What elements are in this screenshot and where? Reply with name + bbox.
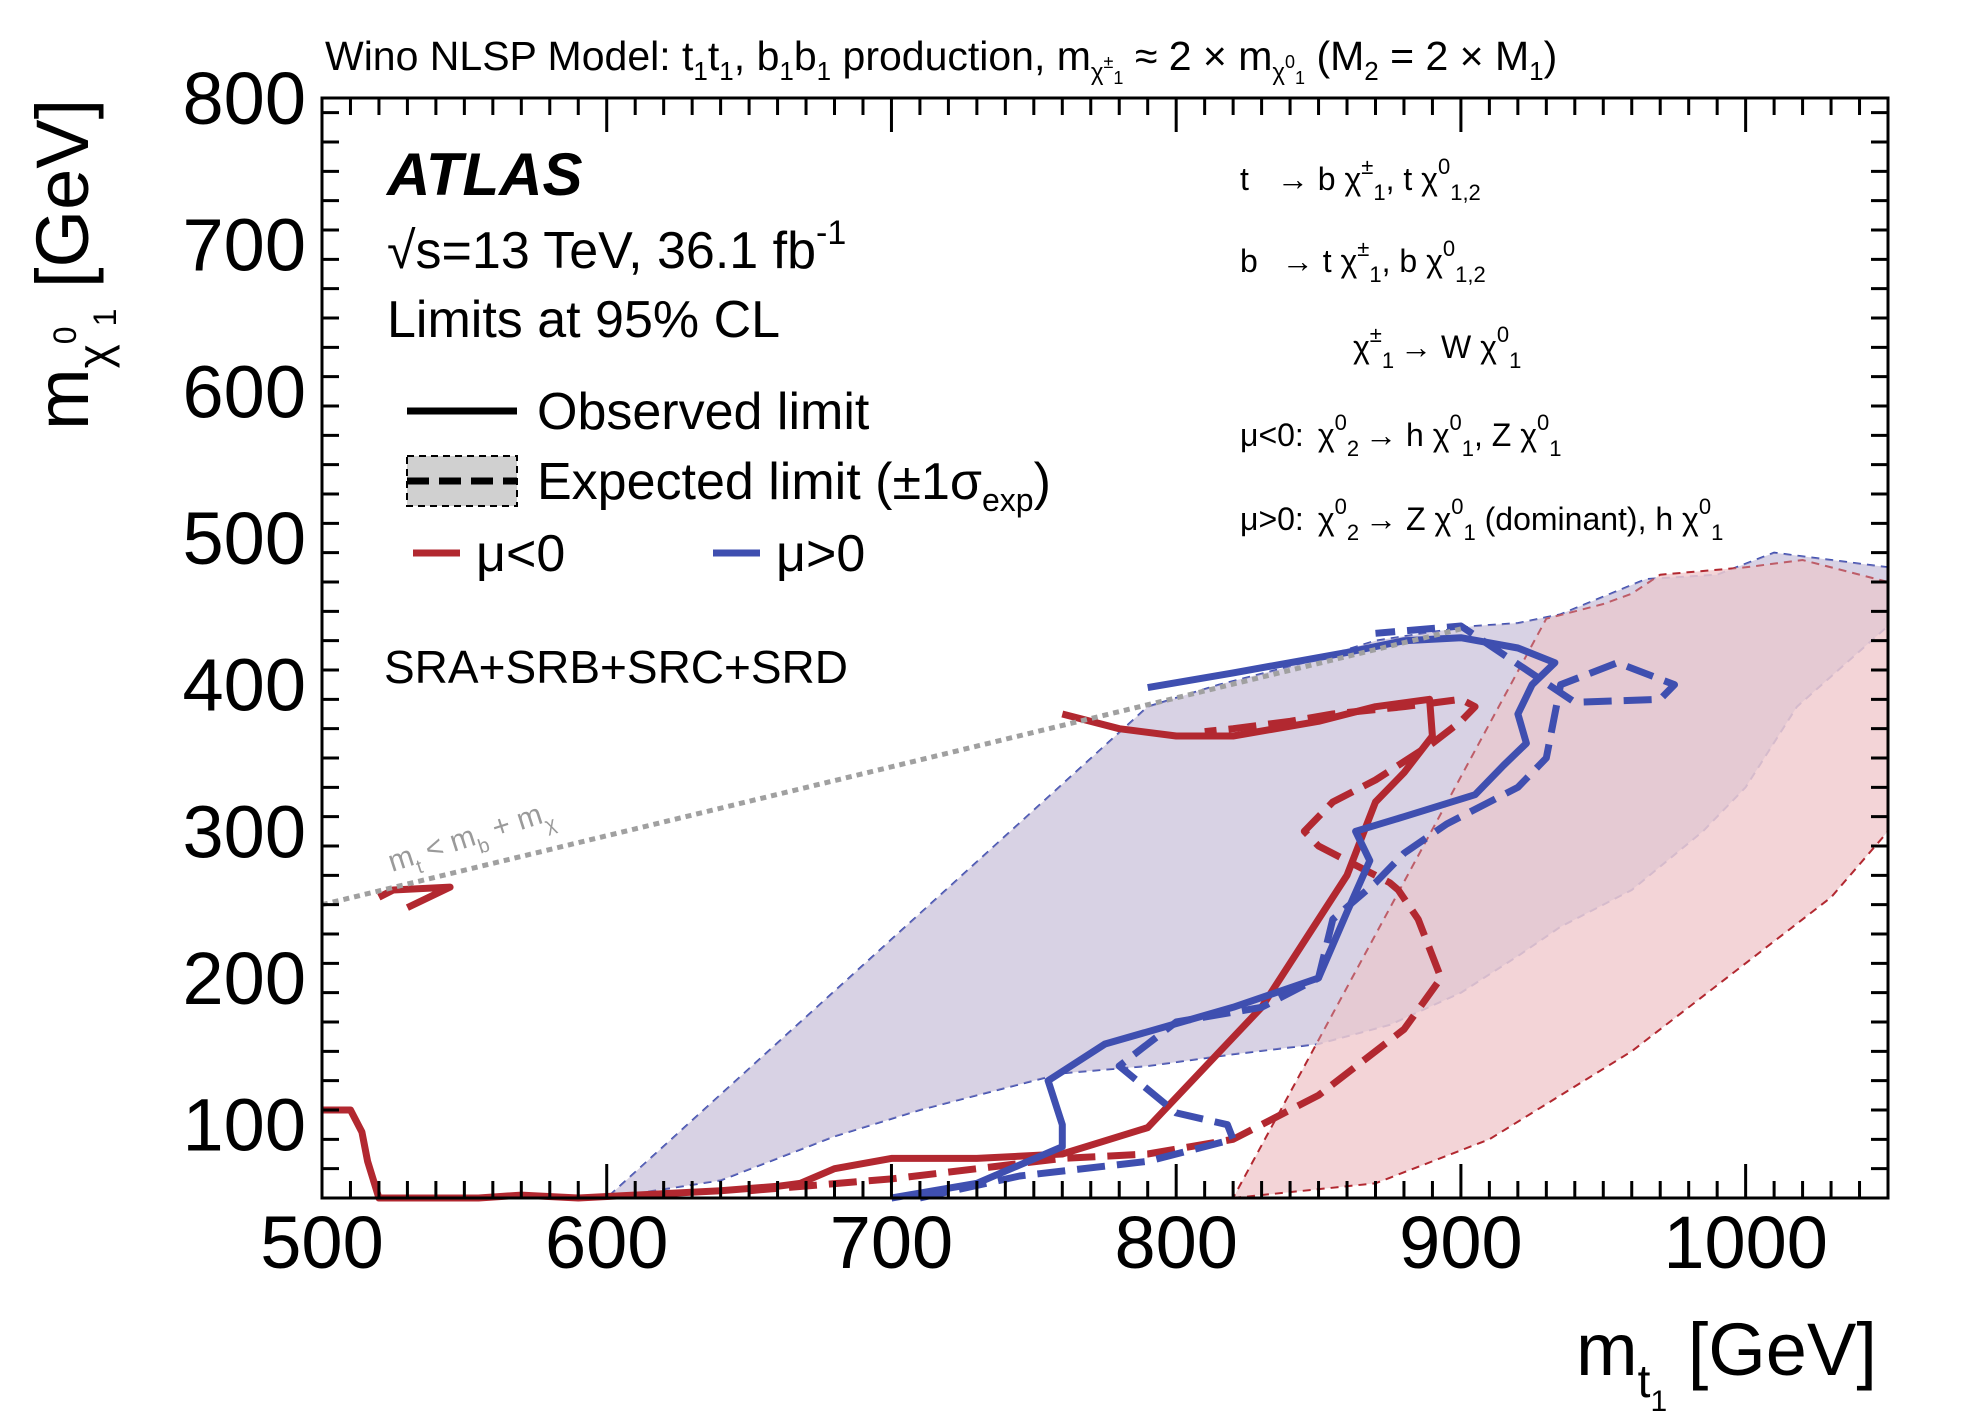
- series-expected-1-band-0: [1231, 558, 1889, 1200]
- svg-text:mχ01 [GeV]: mχ01 [GeV]: [21, 99, 123, 430]
- x-axis-title: mt1 [GeV]: [1576, 1308, 1877, 1418]
- legend-mu-neg-label: μ<0: [476, 525, 565, 583]
- cl-label: Limits at 95% CL: [387, 291, 780, 349]
- band-overlap: [606, 552, 1889, 1198]
- legend-mu-pos-label: μ>0: [776, 525, 865, 583]
- decay-sbottom: b → t χ±1, b χ01,2: [1240, 236, 1486, 287]
- y-tick-label: 400: [183, 644, 306, 727]
- y-tick-label: 200: [183, 937, 306, 1020]
- decay-neutralino-mu-neg: μ<0: χ02 → h χ01, Z χ01: [1240, 410, 1562, 461]
- legend-observed-label: Observed limit: [537, 383, 870, 441]
- y-tick-label: 700: [183, 204, 306, 287]
- series-expected-limit-0: [748, 695, 1479, 1195]
- svg-text:mt < mb + mχ: mt < mb + mχ: [384, 794, 559, 886]
- x-tick-label: 600: [545, 1201, 668, 1284]
- decay-stop: t → b χ±1, t χ01,2: [1240, 154, 1481, 205]
- y-tick-label: 100: [183, 1084, 306, 1167]
- series-kinematic-limit: [321, 626, 1462, 908]
- atlas-label: ATLAS: [385, 141, 583, 208]
- legend: Observed limit Expected limit (±1σexp) μ…: [406, 383, 1051, 583]
- y-tick-label: 600: [183, 350, 306, 433]
- legend-expected-label: Expected limit (±1σexp): [537, 453, 1051, 518]
- chart-title: Wino NLSP Model: t1t1, b1b1 production, …: [325, 33, 1557, 88]
- y-tick-label: 800: [183, 57, 306, 140]
- x-tick-label: 900: [1399, 1201, 1522, 1284]
- series-expected-limit-0: [919, 622, 1678, 1202]
- energy-lumi-label: √s=13 TeV, 36.1 fb-1: [387, 214, 846, 280]
- x-tick-label: 500: [260, 1201, 383, 1284]
- decay-chargino: χ±1 → W χ01: [1353, 322, 1521, 373]
- decay-chains: t → b χ±1, t χ01,2 b → t χ±1, b χ01,2 χ±1 →…: [1240, 154, 1723, 545]
- expected-bands: [603, 551, 1889, 1200]
- decay-neutralino-mu-pos: μ>0: χ02 → Z χ01 (dominant), h χ01: [1240, 494, 1723, 545]
- x-tick-label: 1000: [1663, 1201, 1828, 1284]
- y-axis-title: mχ01 [GeV]: [21, 99, 123, 430]
- y-tick-label: 300: [183, 790, 306, 873]
- kinematic-limit-group: [321, 626, 1462, 908]
- signal-regions-label: SRA+SRB+SRC+SRD: [384, 641, 848, 693]
- y-tick-label: 500: [183, 497, 306, 580]
- axis-ticks: [320, 98, 1890, 1200]
- kinematic-label: mt < mb + mχ: [384, 794, 559, 886]
- x-tick-label: 800: [1114, 1201, 1237, 1284]
- x-tick-label: 700: [830, 1201, 953, 1284]
- series-low-mass-observed-island-0: [377, 883, 454, 911]
- plot-frame: [320, 96, 1890, 1200]
- tick-labels: 500 600 700 800 900 1000 100 200 300 400 500 600 700…: [183, 57, 1828, 1284]
